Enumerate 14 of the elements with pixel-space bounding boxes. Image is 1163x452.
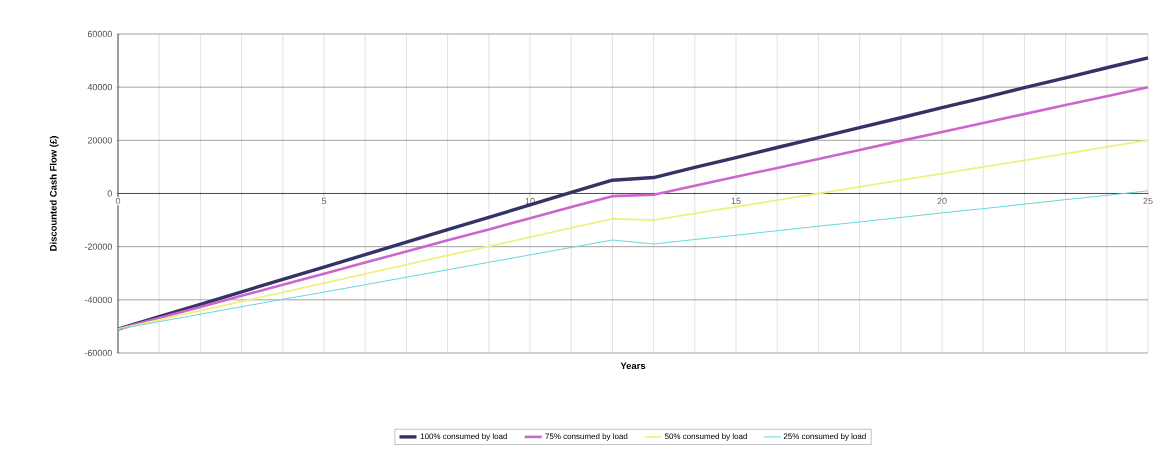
x-tick-label: 0 <box>115 197 121 205</box>
y-tick-label: -40000 <box>84 296 112 304</box>
y-tick-label: -60000 <box>84 349 112 357</box>
y-axis-title: Discounted Cash Flow (£) <box>49 136 59 251</box>
x-tick-label: 15 <box>731 197 741 205</box>
x-tick-label: 20 <box>937 197 947 205</box>
y-tick-label: 60000 <box>87 30 112 38</box>
y-tick-label: 40000 <box>87 83 112 91</box>
y-tick-label: 0 <box>107 190 113 197</box>
x-tick-label: 5 <box>321 197 327 205</box>
x-axis-title: Years <box>620 362 646 370</box>
x-tick-label: 25 <box>1143 197 1153 205</box>
y-tick-label: -20000 <box>84 243 112 250</box>
y-tick-label: 20000 <box>87 137 112 144</box>
